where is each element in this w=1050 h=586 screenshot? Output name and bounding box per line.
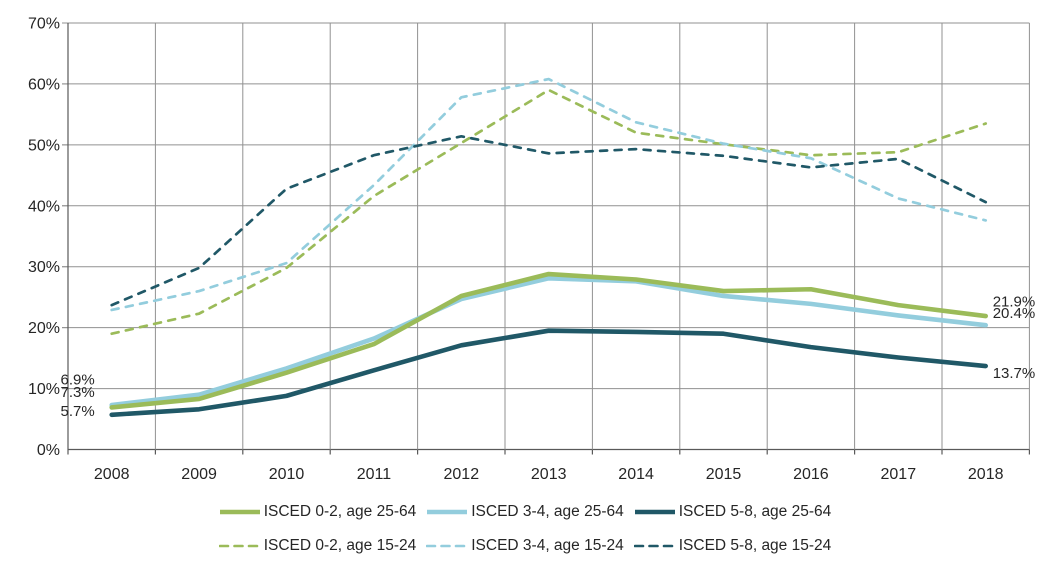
x-axis-tick-label: 2015 [706, 466, 742, 483]
legend-item: ISCED 5-8, age 25-64 [634, 503, 832, 521]
legend-label: ISCED 0-2, age 15-24 [263, 537, 417, 554]
series-line-2 [109, 328, 989, 418]
series-line-5 [110, 134, 988, 307]
y-axis-tick-label: 0% [37, 442, 60, 459]
legend-label: ISCED 5-8, age 25-64 [678, 503, 832, 520]
legend-line-sample [219, 509, 260, 515]
data-label-start: 7.3% [60, 384, 94, 401]
y-axis-tick-label: 50% [28, 137, 60, 154]
x-axis-tick-label: 2017 [881, 466, 917, 483]
legend-item: ISCED 3-4, age 25-64 [426, 503, 624, 521]
legend-label: ISCED 5-8, age 15-24 [678, 537, 832, 554]
legend-line-sample [218, 544, 261, 548]
series-line-0 [109, 271, 989, 410]
legend-item: ISCED 0-2, age 25-64 [219, 503, 417, 521]
legend-label: ISCED 3-4, age 25-64 [471, 503, 624, 520]
data-label-end: 21.9% [993, 294, 1036, 311]
legend-item: ISCED 3-4, age 15-24 [426, 537, 624, 555]
y-axis-tick-label: 70% [28, 16, 60, 33]
data-label-start: 5.7% [60, 403, 94, 420]
legend-label: ISCED 0-2, age 25-64 [263, 503, 417, 520]
legend-row-dashed: ISCED 0-2, age 15-24 ISCED 3-4, age 15-2… [0, 537, 1050, 555]
y-axis-tick-label: 20% [28, 320, 60, 337]
y-axis-tick-label: 40% [28, 198, 60, 215]
chart-legend: ISCED 0-2, age 25-64 ISCED 3-4, age 25-6… [0, 503, 1050, 555]
legend-item: ISCED 5-8, age 15-24 [633, 537, 832, 555]
series-line-1 [109, 275, 989, 408]
x-axis-tick-label: 2016 [793, 466, 829, 483]
y-axis-tick-label: 30% [28, 259, 60, 276]
x-axis-tick-label: 2011 [357, 466, 392, 483]
legend-item: ISCED 0-2, age 15-24 [218, 537, 417, 555]
data-label-end: 13.7% [993, 365, 1036, 382]
data-label-end: 20.4% [993, 305, 1036, 322]
x-axis-tick-label: 2012 [444, 466, 480, 483]
legend-row-solid: ISCED 0-2, age 25-64 ISCED 3-4, age 25-6… [0, 503, 1050, 521]
legend-line-sample [426, 544, 469, 548]
line-chart-svg: 0% 10% 20% 30% 40% 50% 60% 70% 2008 2009 2010 2011 2… [28, 16, 1036, 484]
x-axis-tick-label: 2008 [94, 466, 130, 483]
data-label-start: 6.9% [60, 372, 94, 389]
x-axis-tick-label: 2014 [618, 466, 654, 483]
legend-line-sample [427, 509, 468, 515]
legend-label: ISCED 3-4, age 15-24 [471, 537, 624, 554]
y-axis-tick-label: 10% [28, 381, 60, 398]
x-axis-tick-label: 2010 [269, 466, 305, 483]
x-axis-tick-label: 2018 [968, 466, 1004, 483]
y-axis-tick-label: 60% [28, 76, 60, 93]
x-axis-tick-label: 2009 [181, 466, 217, 483]
series-line-4 [110, 77, 988, 312]
legend-line-sample [633, 544, 676, 548]
legend-line-sample [634, 509, 675, 515]
x-axis-tick-label: 2013 [531, 466, 567, 483]
